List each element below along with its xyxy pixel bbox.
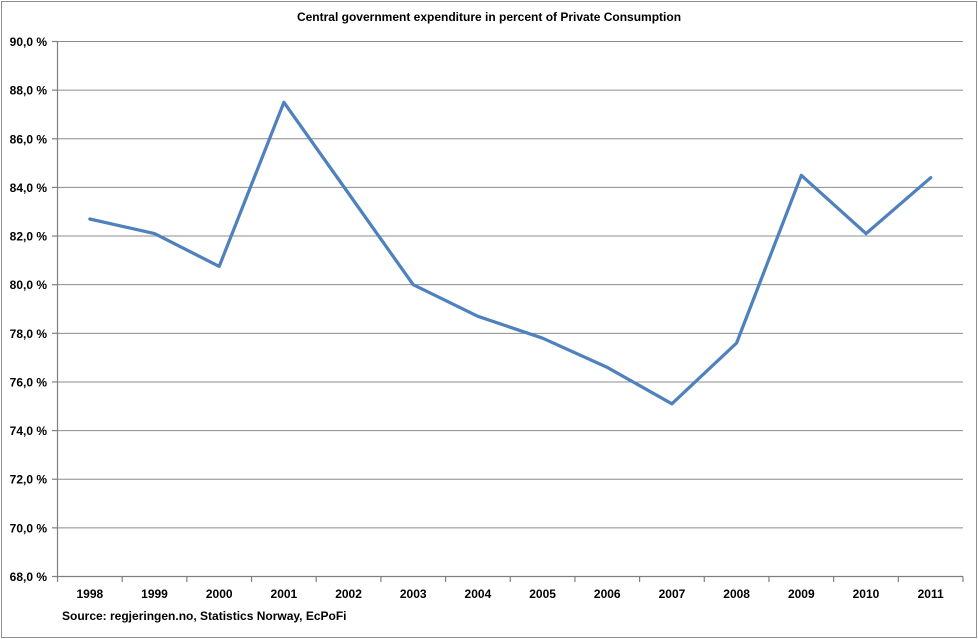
y-axis-tick-label: 76,0 %	[10, 375, 48, 389]
y-axis-tick-label: 72,0 %	[10, 473, 48, 487]
x-axis-tick-label: 2004	[465, 587, 492, 601]
x-axis-tick-label: 2003	[400, 587, 427, 601]
y-axis-tick-label: 70,0 %	[10, 521, 48, 535]
x-axis-tick-label: 2009	[788, 587, 815, 601]
y-axis-tick-label: 68,0 %	[10, 570, 48, 584]
y-axis: 68,0 % 70,0 % 72,0 % 74,0 % 76,0 % 78,0 % 80,0…	[10, 35, 58, 584]
y-axis-tick-label: 74,0 %	[10, 424, 48, 438]
y-axis-tick-label: 88,0 %	[10, 84, 48, 98]
x-axis-tick-label: 1998	[76, 587, 103, 601]
y-axis-tick-label: 80,0 %	[10, 278, 48, 292]
x-axis-tick-label: 1999	[141, 587, 168, 601]
y-axis-tick-label: 82,0 %	[10, 230, 48, 244]
x-axis-tick-label: 2006	[594, 587, 621, 601]
axes	[56, 41, 963, 578]
x-axis-tick-label: 2011	[918, 587, 944, 601]
y-axis-tick-label: 90,0 %	[10, 35, 48, 49]
x-axis: 1998 1999 2000 2001 2002 2003 2004 2005 2006 2007…	[56, 576, 964, 601]
x-axis-tick-label: 2010	[853, 587, 880, 601]
x-axis-tick-label: 2005	[529, 587, 556, 601]
gridlines	[57, 41, 963, 529]
y-axis-tick-label: 86,0 %	[10, 132, 48, 146]
source-note: Source: regjeringen.no, Statistics Norwa…	[62, 609, 347, 623]
x-axis-tick-label: 2007	[659, 587, 686, 601]
data-series-line	[88, 100, 933, 406]
x-axis-tick-label: 2002	[335, 587, 362, 601]
chart-title: Central government expenditure in percen…	[296, 10, 682, 24]
y-axis-tick-label: 78,0 %	[10, 327, 48, 341]
x-axis-tick-label: 2000	[206, 587, 233, 601]
x-axis-tick-label: 2008	[723, 587, 750, 601]
y-axis-tick-label: 84,0 %	[10, 181, 48, 195]
x-axis-tick-label: 2001	[271, 587, 298, 601]
